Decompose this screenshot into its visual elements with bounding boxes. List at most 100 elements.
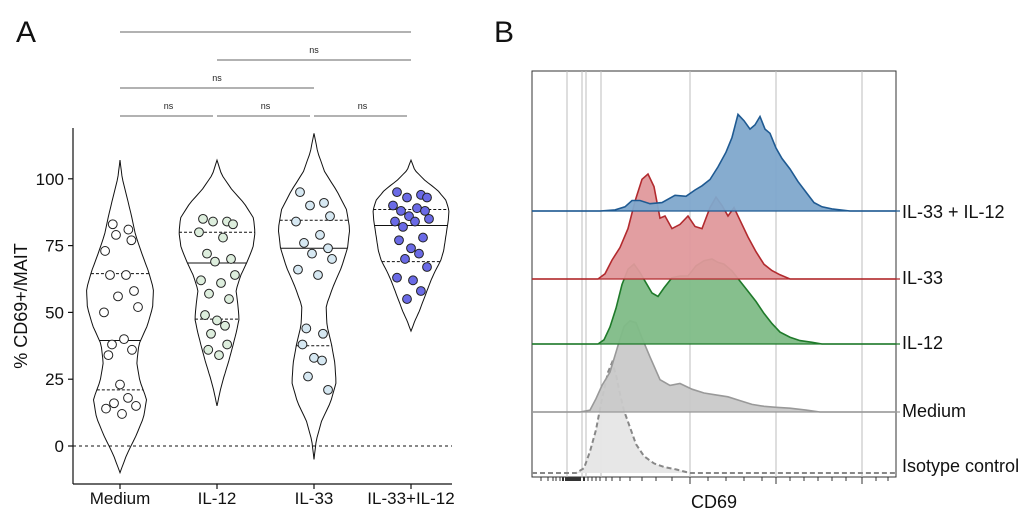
data-point (107, 339, 117, 350)
data-point (202, 248, 212, 259)
data-point (422, 192, 432, 203)
data-point (416, 286, 426, 296)
data-point (226, 254, 236, 264)
data-point (203, 344, 214, 355)
data-point (301, 323, 312, 334)
panel-b: B IL-33 + IL-12 IL-33 IL-12 Medium Isotype c… (494, 16, 1019, 512)
data-point (99, 307, 109, 318)
data-point (396, 205, 406, 216)
x-tick-label: IL-33+IL-12 (367, 489, 454, 508)
series-label: IL-12 (902, 333, 943, 353)
data-point (309, 352, 319, 363)
data-point (402, 294, 412, 304)
panel-a: A 0 25 50 75 100 % CD69+/MAIT Medium IL-12 IL-33… (11, 16, 455, 508)
data-point (398, 221, 408, 232)
data-point (422, 262, 432, 272)
data-point (323, 384, 333, 395)
data-point (318, 328, 328, 339)
data-point (390, 216, 400, 227)
data-point (315, 230, 325, 240)
data-point (127, 344, 137, 355)
comparison-label: ns (212, 73, 222, 83)
data-point (101, 403, 111, 414)
series-label: Isotype control (902, 456, 1019, 476)
data-point (325, 211, 335, 222)
y-tick-label: 0 (55, 437, 64, 456)
violin-shape-0 (86, 160, 154, 475)
data-point (327, 254, 337, 264)
data-point (402, 192, 412, 203)
data-point (198, 213, 208, 224)
data-point (291, 216, 301, 227)
data-point (299, 238, 309, 248)
violin-shape-1 (178, 158, 256, 407)
data-point (113, 291, 123, 302)
y-axis-label: % CD69+/MAIT (11, 243, 31, 369)
data-point (115, 379, 125, 390)
x-tick-label: Medium (90, 489, 150, 508)
panel-a-letter: A (16, 16, 36, 49)
comparison-label: ns (309, 45, 319, 55)
data-point (293, 264, 303, 275)
histogram-line-3 (532, 319, 896, 413)
x-axis-label: CD69 (691, 492, 737, 512)
data-point (297, 339, 308, 350)
comparison-label: ns (261, 101, 271, 111)
data-point (210, 256, 220, 267)
data-point (129, 286, 139, 296)
data-point (196, 275, 206, 286)
histogram-line-1 (532, 172, 896, 280)
y-tick-label: 50 (45, 303, 64, 322)
data-point (408, 275, 418, 286)
data-point (295, 187, 305, 198)
data-point (107, 219, 118, 230)
data-point (319, 197, 329, 208)
data-point (406, 243, 416, 254)
data-point (121, 270, 131, 280)
x-tick-label: IL-33 (295, 489, 334, 508)
violin-shape-3 (372, 158, 450, 333)
series-label: Medium (902, 401, 966, 421)
data-point (123, 224, 134, 235)
data-point (400, 254, 410, 264)
data-point (194, 227, 204, 238)
histogram-fill-4 (532, 362, 896, 473)
data-point (230, 270, 240, 280)
data-point (307, 248, 317, 259)
plot-frame (531, 70, 897, 478)
data-point (410, 216, 420, 227)
data-point (392, 187, 402, 198)
y-tick-label: 25 (45, 370, 64, 389)
data-point (420, 205, 430, 216)
x-tick-label: IL-12 (198, 489, 237, 508)
data-point (126, 235, 137, 246)
data-point (214, 350, 224, 361)
data-point (323, 243, 333, 254)
data-point (317, 355, 327, 366)
data-point (206, 328, 216, 339)
data-point (131, 401, 141, 411)
data-point (200, 310, 210, 320)
data-point (204, 288, 214, 299)
histogram-fill-0 (532, 114, 896, 211)
panel-b-letter: B (494, 16, 514, 49)
data-point (392, 272, 402, 283)
data-point (105, 270, 115, 280)
data-point (117, 409, 127, 419)
histogram-line-0 (532, 112, 896, 212)
data-point (100, 246, 110, 256)
series-label: IL-33 + IL-12 (902, 202, 1005, 222)
data-point (222, 339, 233, 350)
y-tick-label: 100 (36, 170, 64, 189)
data-point (224, 294, 234, 304)
data-point (228, 219, 238, 230)
comparison-label: ns (164, 101, 174, 111)
data-point (111, 230, 121, 240)
histogram-line-4 (532, 359, 896, 474)
comparison-label: ns (358, 101, 368, 111)
violin-shape-2 (277, 133, 351, 460)
data-point (418, 232, 428, 243)
data-point (303, 371, 313, 382)
data-point (133, 302, 143, 312)
